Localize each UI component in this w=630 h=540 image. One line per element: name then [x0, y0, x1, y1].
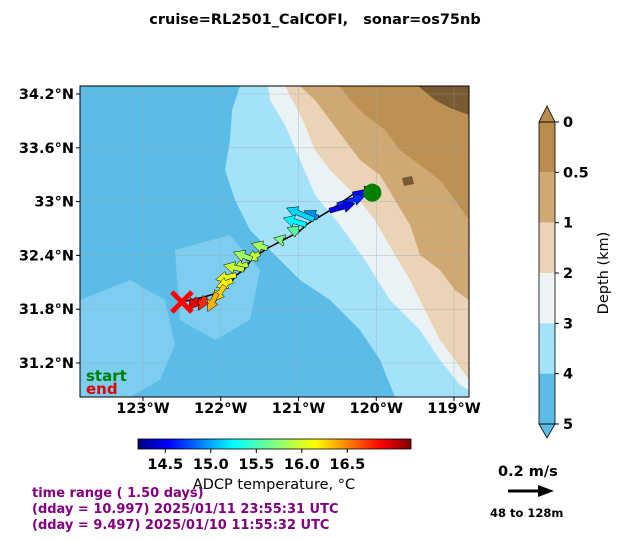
mountain-peaks: [418, 86, 469, 115]
depth-colorbar-band: [539, 373, 555, 424]
temp-colorbar-label: 16.5: [329, 457, 365, 473]
depth-colorbar-label: 4: [563, 367, 573, 383]
current-vector: [187, 296, 201, 311]
lat-tick-label: 33.6°N: [19, 141, 74, 157]
depth-colorbar: 0 0.5 1 2 3 4 5: [538, 105, 589, 439]
lon-tick-label: 119°W: [427, 401, 481, 417]
time-range: time range ( 1.50 days): [32, 486, 204, 501]
current-vector: [286, 225, 300, 238]
depth-range-label: 48 to 128m: [490, 506, 564, 520]
depth-colorbar-band: [539, 172, 555, 223]
depth-colorbar-top-extend: [538, 105, 556, 123]
current-vector: [282, 215, 308, 228]
lon-tick-label: 121°W: [272, 401, 326, 417]
end-legend-label: end: [86, 380, 118, 398]
depth-colorbar-label: 2: [563, 266, 573, 282]
land-highlands: [340, 86, 469, 220]
depth-colorbar-band: [539, 323, 555, 374]
depth-colorbar-title: Depth (km): [596, 232, 612, 315]
map-frame: [79, 85, 470, 398]
depth-colorbar-bottom-extend: [538, 423, 556, 439]
scale-arrow-label: 0.2 m/s: [498, 464, 558, 480]
scale-arrow: [508, 485, 554, 497]
current-vector: [206, 291, 220, 312]
start-marker: [363, 183, 382, 202]
current-vectors: [187, 185, 377, 312]
island-north: [335, 106, 356, 116]
depth-colorbar-label: 1: [563, 216, 573, 232]
depth-colorbar-label: 0: [563, 115, 573, 131]
lon-tick-label: 123°W: [116, 401, 170, 417]
map-axes: 123°W 122°W 121°W 120°W 119°W 34.2°N 33.6°N 33°…: [19, 87, 481, 417]
current-vector: [250, 240, 269, 253]
temp-colorbar-label: 14.5: [147, 457, 183, 473]
time-info: time range ( 1.50 days) (dday = 10.997) …: [32, 486, 339, 534]
time-end: (dday = 10.997) 2025/01/11 23:55:31 UTC: [32, 502, 339, 517]
map-area: start end: [80, 86, 469, 398]
lon-tick-label: 120°W: [349, 401, 403, 417]
lat-tick-label: 33°N: [34, 195, 74, 211]
depth-colorbar-label: 5: [563, 417, 573, 433]
lat-tick-label: 31.2°N: [19, 356, 74, 372]
depth-colorbar-band: [539, 273, 555, 324]
island-south: [402, 176, 414, 186]
lat-tick-label: 34.2°N: [19, 87, 74, 103]
lat-tick-label: 31.8°N: [19, 302, 74, 318]
current-vector: [286, 206, 316, 223]
temp-colorbar-label: 15.5: [238, 457, 274, 473]
current-vector: [222, 261, 245, 274]
map-gridlines: [80, 86, 469, 397]
current-vector: [273, 234, 287, 247]
temp-colorbar-label: 16.0: [284, 457, 320, 473]
time-start: (dday = 9.497) 2025/01/10 11:55:32 UTC: [32, 518, 330, 533]
depth-colorbar-band: [539, 222, 555, 273]
current-vector: [197, 295, 210, 311]
depth-colorbar-label: 3: [563, 316, 573, 332]
current-vector: [328, 200, 356, 214]
temperature-colorbar-title: ADCP temperature, °C: [193, 477, 355, 493]
depth-colorbar-band: [539, 122, 555, 173]
depth-colorbar-label: 0.5: [563, 165, 589, 181]
end-marker: [170, 290, 194, 314]
current-vector: [233, 249, 254, 263]
lat-tick-label: 32.4°N: [19, 248, 74, 264]
track-markers: [170, 183, 382, 314]
temperature-colorbar: [137, 438, 412, 450]
figure-title: cruise=RL2501_CalCOFI, sonar=os75nb: [149, 12, 481, 28]
lon-tick-label: 122°W: [194, 401, 248, 417]
temp-colorbar-label: 15.0: [193, 457, 229, 473]
start-legend-label: start: [86, 367, 127, 385]
temperature-colorbar-ticks: 14.5 15.0 15.5 16.0 16.5: [147, 449, 365, 473]
